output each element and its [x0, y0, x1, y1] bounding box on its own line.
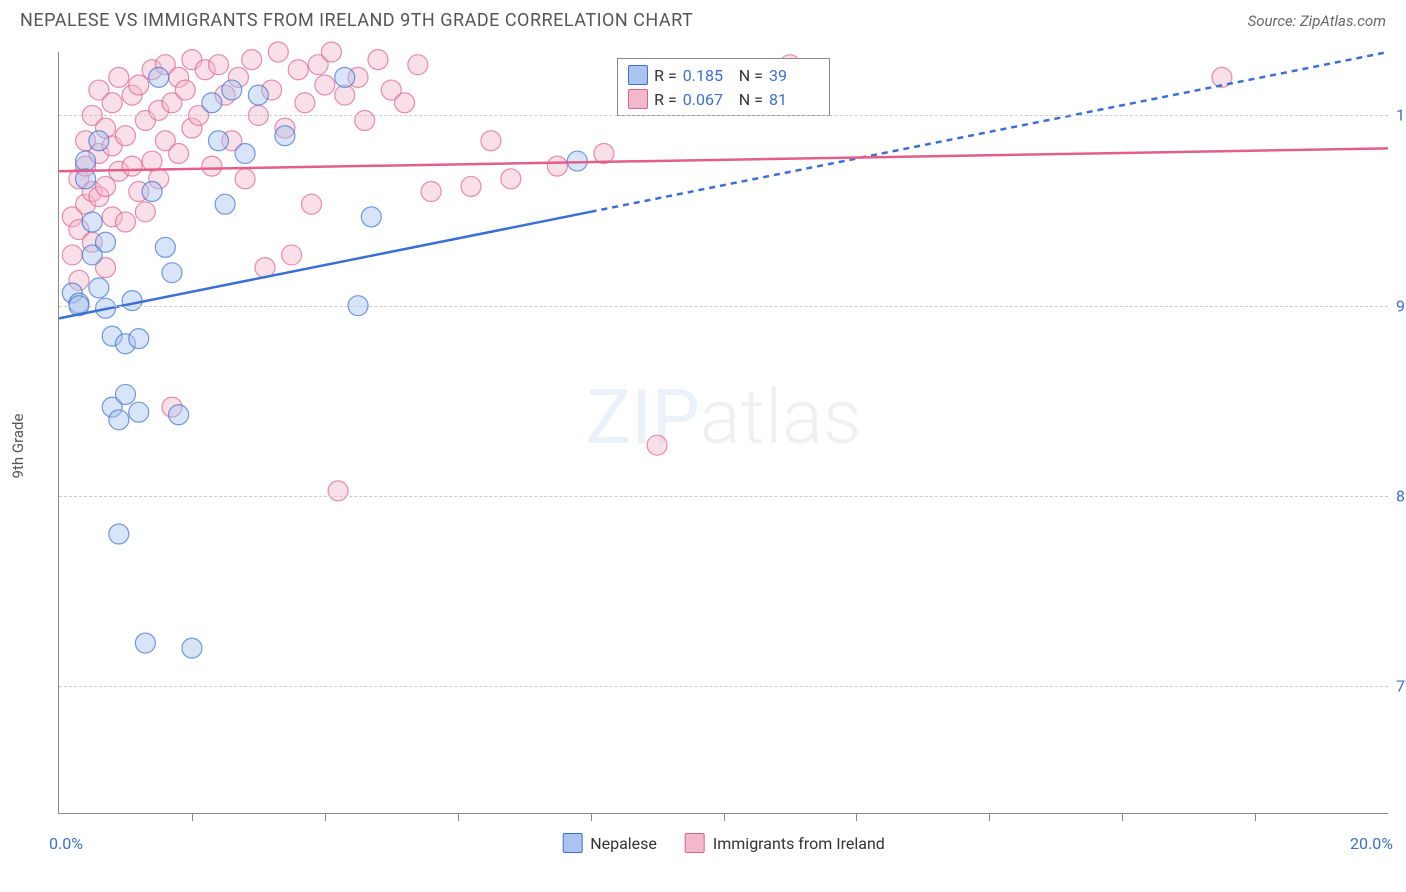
r-label-2: R = [654, 90, 677, 109]
x-tick [724, 813, 725, 821]
y-tick-label: 92.5% [1396, 296, 1406, 315]
correlation-legend: R = 0.185 N = 39 R = 0.067 N = 81 [617, 58, 830, 116]
gridline-h [59, 115, 1388, 116]
x-tick [856, 813, 857, 821]
plot-area: ZIPatlas R = 0.185 N = 39 R = 0.067 N = … [58, 52, 1388, 814]
series-legend: Nepalese Immigrants from Ireland [562, 833, 885, 853]
n-label-1: N = [739, 66, 763, 85]
x-tick [325, 813, 326, 821]
x-tick [1122, 813, 1123, 821]
legend-item-2: Immigrants from Ireland [685, 833, 885, 853]
x-tick [989, 813, 990, 821]
x-axis-max-label: 20.0% [1350, 834, 1393, 853]
x-tick [591, 813, 592, 821]
swatch-bottom-2 [685, 833, 705, 853]
n-value-2: 81 [769, 90, 819, 109]
gridline-h [59, 686, 1388, 687]
gridline-h [59, 496, 1388, 497]
x-tick [1255, 813, 1256, 821]
legend-label-2: Immigrants from Ireland [713, 834, 885, 853]
gridline-h [59, 306, 1388, 307]
legend-item-1: Nepalese [562, 833, 657, 853]
y-tick-label: 100.0% [1396, 106, 1406, 125]
y-axis-title: 9th Grade [9, 414, 27, 479]
y-tick-label: 77.5% [1396, 677, 1406, 696]
legend-label-1: Nepalese [590, 834, 657, 853]
x-tick [458, 813, 459, 821]
n-label-2: N = [739, 90, 763, 109]
x-axis-min-label: 0.0% [49, 834, 83, 853]
chart-title: NEPALESE VS IMMIGRANTS FROM IRELAND 9TH … [20, 10, 693, 31]
r-value-1: 0.185 [683, 66, 733, 85]
legend-row-2: R = 0.067 N = 81 [628, 87, 819, 111]
r-value-2: 0.067 [683, 90, 733, 109]
source-attribution: Source: ZipAtlas.com [1248, 12, 1386, 30]
scatter-svg [59, 52, 1388, 813]
r-label-1: R = [654, 66, 677, 85]
x-tick [192, 813, 193, 821]
legend-row-1: R = 0.185 N = 39 [628, 63, 819, 87]
swatch-series-1 [628, 65, 648, 85]
chart-header: NEPALESE VS IMMIGRANTS FROM IRELAND 9TH … [0, 0, 1406, 39]
swatch-series-2 [628, 89, 648, 109]
n-value-1: 39 [769, 66, 819, 85]
y-tick-label: 85.0% [1396, 486, 1406, 505]
swatch-bottom-1 [562, 833, 582, 853]
